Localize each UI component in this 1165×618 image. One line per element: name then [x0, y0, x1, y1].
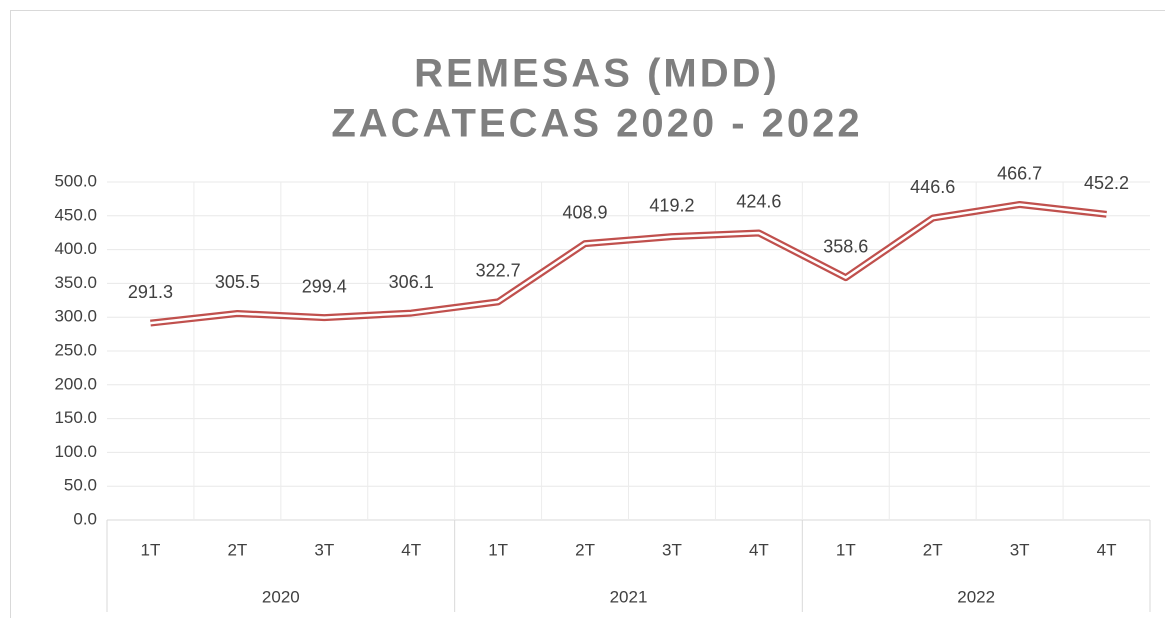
y-tick-label: 500.0: [54, 171, 97, 190]
data-label: 424.6: [736, 192, 781, 212]
x-tick-label: 1T: [836, 540, 856, 559]
group-label: 2022: [957, 587, 995, 606]
chart-title: REMESAS (MDD): [414, 52, 780, 96]
chart-title: ZACATECAS 2020 - 2022: [331, 102, 862, 146]
x-tick-label: 4T: [749, 540, 769, 559]
y-tick-label: 150.0: [54, 408, 97, 427]
x-tick-label: 2T: [575, 540, 595, 559]
data-label: 291.3: [128, 282, 173, 302]
data-label: 419.2: [649, 195, 694, 215]
x-tick-label: 1T: [488, 540, 508, 559]
y-tick-label: 350.0: [54, 273, 97, 292]
y-tick-label: 400.0: [54, 239, 97, 258]
y-tick-label: 300.0: [54, 307, 97, 326]
data-label: 452.2: [1084, 173, 1129, 193]
data-label: 299.4: [302, 276, 347, 296]
x-tick-label: 4T: [1097, 540, 1117, 559]
data-label: 408.9: [563, 202, 608, 222]
group-label: 2021: [610, 587, 648, 606]
x-tick-label: 2T: [227, 540, 247, 559]
data-label: 466.7: [997, 163, 1042, 183]
x-tick-label: 4T: [401, 540, 421, 559]
y-tick-label: 250.0: [54, 340, 97, 359]
x-tick-label: 2T: [923, 540, 943, 559]
x-tick-label: 3T: [662, 540, 682, 559]
y-tick-label: 50.0: [64, 476, 97, 495]
series-line-inner: [150, 203, 1107, 325]
data-label: 322.7: [476, 261, 521, 281]
y-tick-label: 0.0: [73, 509, 97, 528]
group-label: 2020: [262, 587, 300, 606]
data-label: 306.1: [389, 272, 434, 292]
data-label: 305.5: [215, 272, 260, 292]
y-tick-label: 200.0: [54, 374, 97, 393]
x-tick-label: 3T: [314, 540, 334, 559]
y-tick-label: 100.0: [54, 442, 97, 461]
data-label: 446.6: [910, 177, 955, 197]
data-label: 358.6: [823, 236, 868, 256]
x-tick-label: 3T: [1010, 540, 1030, 559]
x-tick-label: 1T: [141, 540, 161, 559]
y-tick-label: 450.0: [54, 205, 97, 224]
